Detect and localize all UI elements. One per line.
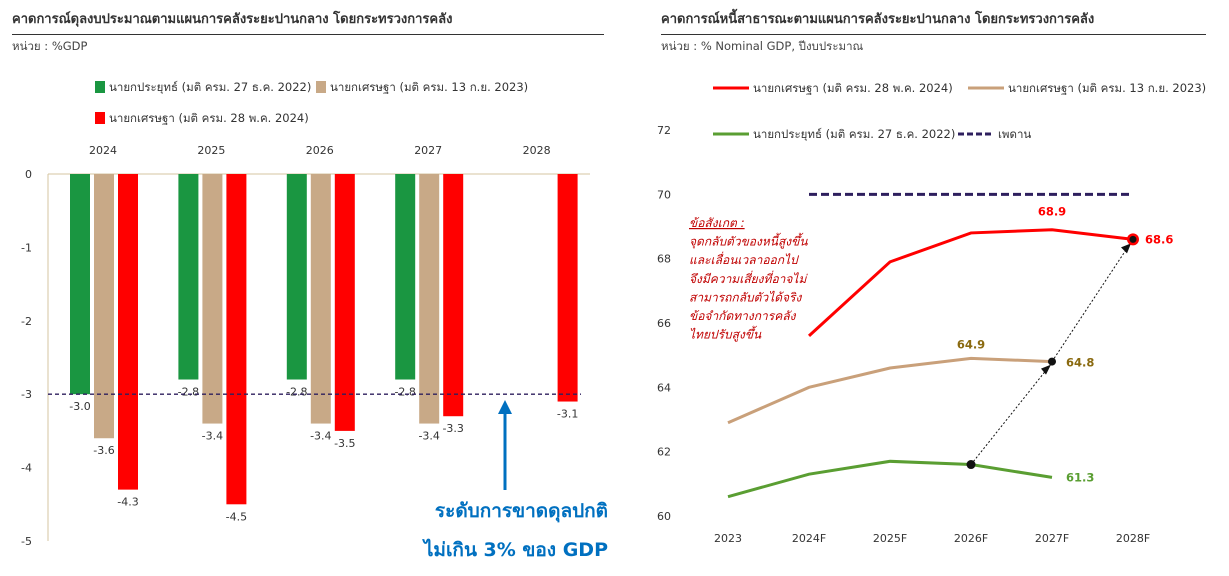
- turning-point-arrow-1: [970, 366, 1050, 465]
- annotation-arrow-head: [498, 400, 512, 414]
- annotation-text-line2: ไม่เกิน 3% ของ GDP: [422, 538, 608, 561]
- bar-2024-s1: [94, 174, 114, 439]
- y-tick-label: 66: [657, 317, 671, 330]
- series-line-1: [727, 356, 1053, 425]
- point-data-label: 64.8: [1066, 356, 1094, 370]
- turning-point-arrowhead-2: [1121, 243, 1131, 254]
- bar-data-label: -3.1: [557, 408, 578, 421]
- legend-swatch-2: [95, 112, 105, 124]
- bar-2025-s1: [202, 174, 223, 424]
- observation-note-line: สามารถกลับตัวได้จริง: [689, 290, 802, 304]
- bar-2027-s1: [419, 174, 440, 424]
- deficit-bar-chart: นายกประยุทธ์ (มติ ครม. 27 ธ.ค. 2022) นายก…: [21, 80, 608, 561]
- observation-note-line: และเลื่อนเวลาออกไป: [689, 251, 800, 267]
- bar-2026-s1: [310, 174, 331, 424]
- category-label: 2024: [89, 144, 117, 157]
- bar-2028-s2: [557, 174, 578, 402]
- bar-2026-s2: [334, 174, 355, 431]
- y-tick-label: -1: [21, 241, 32, 254]
- right-chart-unit: หน่วย : % Nominal GDP, ปีงบประมาณ: [661, 39, 864, 53]
- y-tick-label: 62: [657, 446, 671, 459]
- bar-data-label: -3.4: [418, 430, 439, 443]
- bar-data-label: -4.5: [226, 510, 247, 523]
- x-tick-label: 2025F: [873, 532, 907, 545]
- bar-data-label: -2.8: [394, 386, 415, 399]
- bar-2027-s2: [443, 174, 464, 417]
- right-chart-title: คาดการณ์หนี้สาธารณะตามแผนการคลังระยะปานก…: [661, 12, 1095, 27]
- observation-note-line: ข้อจำกัดทางการคลัง: [689, 309, 797, 323]
- bar-2025-s2: [226, 174, 247, 505]
- y-tick-label: -2: [21, 315, 32, 328]
- legend-swatch-0: [95, 81, 105, 93]
- bar-data-label: -4.3: [117, 496, 138, 509]
- category-label: 2026: [306, 144, 334, 157]
- y-tick-label: -3: [21, 388, 32, 401]
- y-tick-label: 70: [657, 188, 671, 201]
- y-tick-label: 72: [657, 124, 671, 137]
- y-tick-label: -5: [21, 535, 32, 548]
- legend-label-1: นายกเศรษฐา (มติ ครม. 13 ก.ย. 2023): [330, 80, 528, 94]
- turning-point-marker: [1048, 357, 1056, 366]
- x-tick-label: 2027F: [1035, 532, 1069, 545]
- legend-label-1: นายกเศรษฐา (มติ ครม. 13 ก.ย. 2023): [1008, 81, 1206, 95]
- legend-label-2: นายกเศรษฐา (มติ ครม. 28 พ.ค. 2024): [109, 111, 309, 125]
- bar-data-label: -3.4: [310, 430, 331, 443]
- point-data-label: 68.9: [1038, 205, 1066, 219]
- left-chart-unit: หน่วย : %GDP: [12, 39, 88, 53]
- point-data-label: 64.9: [957, 337, 985, 351]
- x-tick-label: 2028F: [1116, 532, 1150, 545]
- x-tick-label: 2024F: [792, 532, 826, 545]
- observation-note-line: จึงมีความเสี่ยงที่อาจไม่: [689, 270, 808, 286]
- bar-data-label: -3.0: [69, 400, 90, 413]
- bar-2024-s2: [118, 174, 138, 490]
- right-title-rule: [661, 34, 1206, 35]
- legend-swatch-1: [316, 81, 326, 93]
- bar-2027-s0: [395, 174, 416, 380]
- category-label: 2025: [197, 144, 225, 157]
- series-line-0: [807, 228, 1134, 337]
- bar-data-label: -2.8: [286, 386, 307, 399]
- deficit-chart-panel: คาดการณ์ดุลงบประมาณตามแผนการคลังระยะปานก…: [12, 12, 608, 561]
- y-tick-label: 60: [657, 510, 671, 523]
- y-tick-label: 64: [657, 381, 671, 394]
- y-tick-label: 0: [25, 168, 32, 181]
- bar-data-label: -3.4: [202, 430, 223, 443]
- y-tick-label: 68: [657, 253, 671, 266]
- left-chart-title: คาดการณ์ดุลงบประมาณตามแผนการคลังระยะปานก…: [12, 12, 453, 27]
- annotation-text-line1: ระดับการขาดดุลปกติ: [435, 500, 608, 523]
- category-label: 2027: [414, 144, 442, 157]
- y-tick-label: -4: [21, 462, 32, 475]
- series-line-2: [727, 459, 1053, 499]
- point-data-label: 68.6: [1145, 232, 1173, 246]
- bar-data-label: -3.6: [93, 444, 114, 457]
- category-label: 2028: [523, 144, 551, 157]
- legend-label-0: นายกประยุทธ์ (มติ ครม. 27 ธ.ค. 2022): [109, 80, 311, 94]
- observation-note-line: ข้อสังเกต :: [689, 216, 745, 230]
- turning-point-marker-inner: [1129, 235, 1137, 243]
- point-data-label: 61.3: [1066, 470, 1094, 484]
- x-tick-label: 2026F: [954, 532, 988, 545]
- debt-chart-panel: คาดการณ์หนี้สาธารณะตามแผนการคลังระยะปานก…: [655, 0, 1229, 576]
- legend-label-0: นายกเศรษฐา (มติ ครม. 28 พ.ค. 2024): [753, 81, 953, 95]
- observation-note-line: จุดกลับตัวของหนี้สูงขึ้น: [689, 233, 808, 250]
- turning-point-marker: [966, 460, 976, 470]
- turning-point-arrow-2: [1051, 245, 1130, 362]
- observation-note-line: ไทยปรับสูงขึ้น: [689, 326, 762, 343]
- legend-label-3: เพดาน: [998, 127, 1031, 141]
- bar-data-label: -3.3: [442, 422, 463, 435]
- bar-data-label: -2.8: [178, 386, 199, 399]
- turning-point-arrowhead-1: [1041, 364, 1051, 375]
- debt-line-chart: 60 62 64 66 68 70 72 2023 2024F 2025F 2026F 2027F 20…: [657, 81, 1206, 545]
- left-title-rule: [12, 34, 604, 35]
- bar-2025-s0: [178, 174, 199, 380]
- bar-2026-s0: [286, 174, 307, 380]
- bar-data-label: -3.5: [334, 437, 355, 450]
- legend-label-2: นายกประยุทธ์ (มติ ครม. 27 ธ.ค. 2022): [753, 127, 955, 141]
- bar-2024-s0: [70, 174, 90, 395]
- x-tick-label: 2023: [714, 532, 742, 545]
